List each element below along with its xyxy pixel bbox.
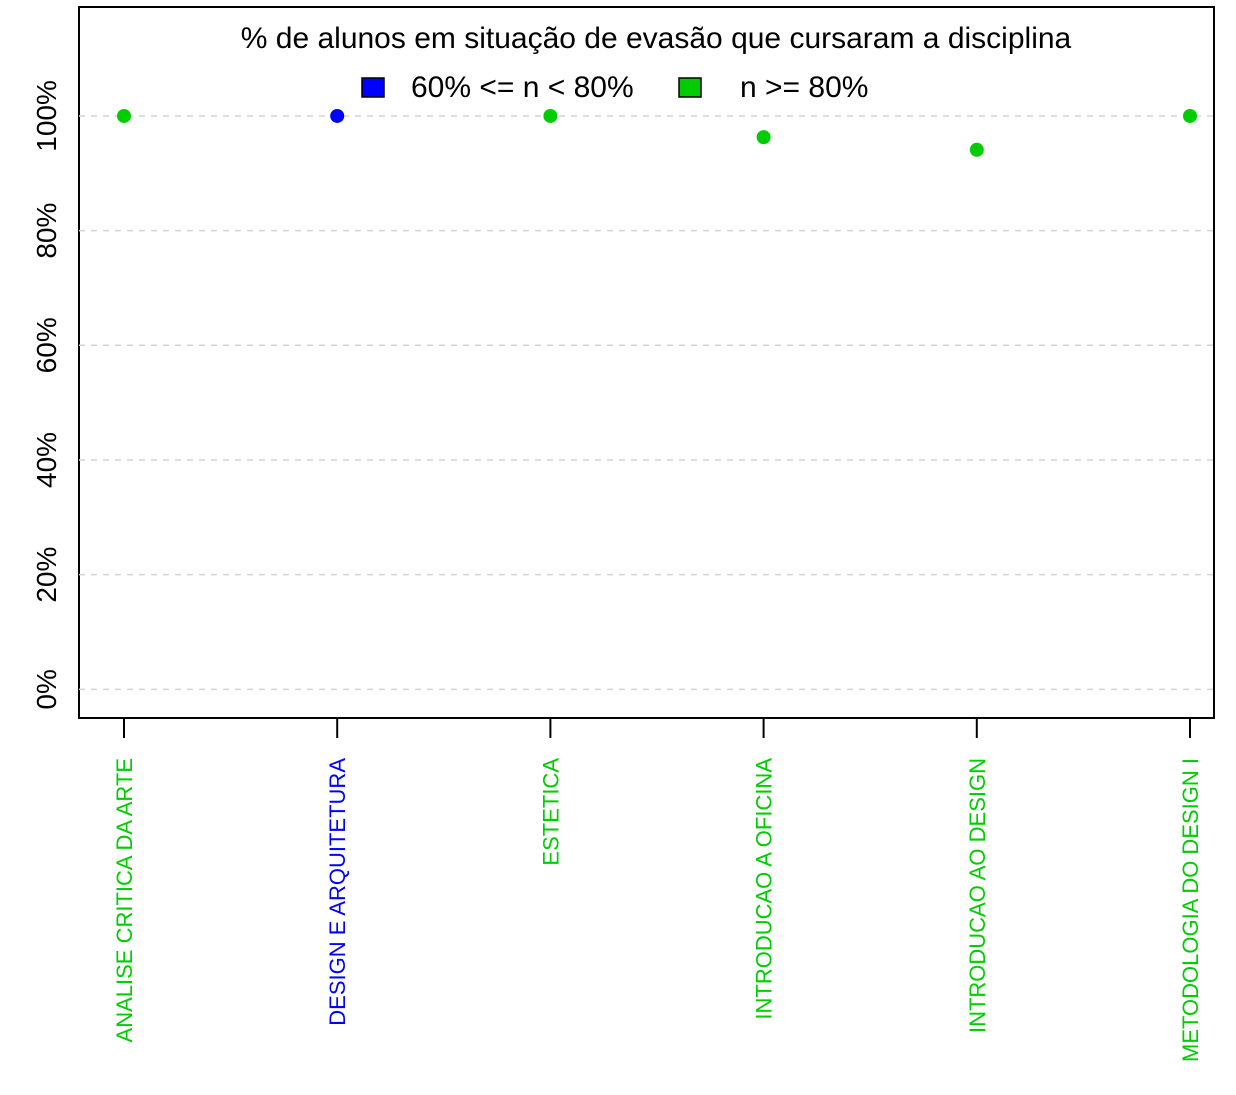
x-tick-label: ESTETICA	[538, 758, 563, 866]
x-tick-label: INTRODUCAO A OFICINA	[752, 758, 777, 1020]
x-tick-label: DESIGN E ARQUITETURA	[325, 758, 350, 1026]
plot-box	[78, 6, 1215, 719]
legend: 60% <= n < 80% n >= 80%	[361, 71, 868, 104]
data-point	[330, 108, 345, 123]
x-tick-label: METODOLOGIA DO DESIGN I	[1178, 758, 1203, 1062]
y-tick-label: 100%	[31, 80, 62, 152]
x-tick-label: INTRODUCAO AO DESIGN	[965, 758, 990, 1033]
legend-label-60-80: 60% <= n < 80%	[411, 71, 634, 104]
y-axis-ticks: 0% 20% 40% 60% 80% 100%	[31, 80, 62, 709]
data-point	[756, 130, 771, 145]
data-points	[117, 108, 1197, 157]
x-axis: ANALISE CRITICA DA ARTE DESIGN E ARQUITET…	[112, 717, 1203, 1062]
y-tick-label: 40%	[31, 432, 62, 488]
y-tick-label: 80%	[31, 203, 62, 259]
grid-lines	[79, 115, 1214, 691]
x-tick-label: ANALISE CRITICA DA ARTE	[112, 758, 137, 1042]
y-tick-label: 0%	[31, 669, 62, 709]
data-point	[543, 108, 558, 123]
data-point	[1183, 108, 1197, 123]
data-point	[117, 108, 131, 123]
chart-title: % de alunos em situação de evasão que cu…	[241, 22, 1072, 55]
y-tick-label: 60%	[31, 317, 62, 373]
legend-swatch-80-plus	[678, 77, 702, 98]
legend-swatch-60-80	[361, 77, 385, 98]
y-tick-label: 20%	[31, 547, 62, 603]
data-point	[969, 142, 984, 157]
legend-label-80-plus: n >= 80%	[740, 71, 868, 104]
